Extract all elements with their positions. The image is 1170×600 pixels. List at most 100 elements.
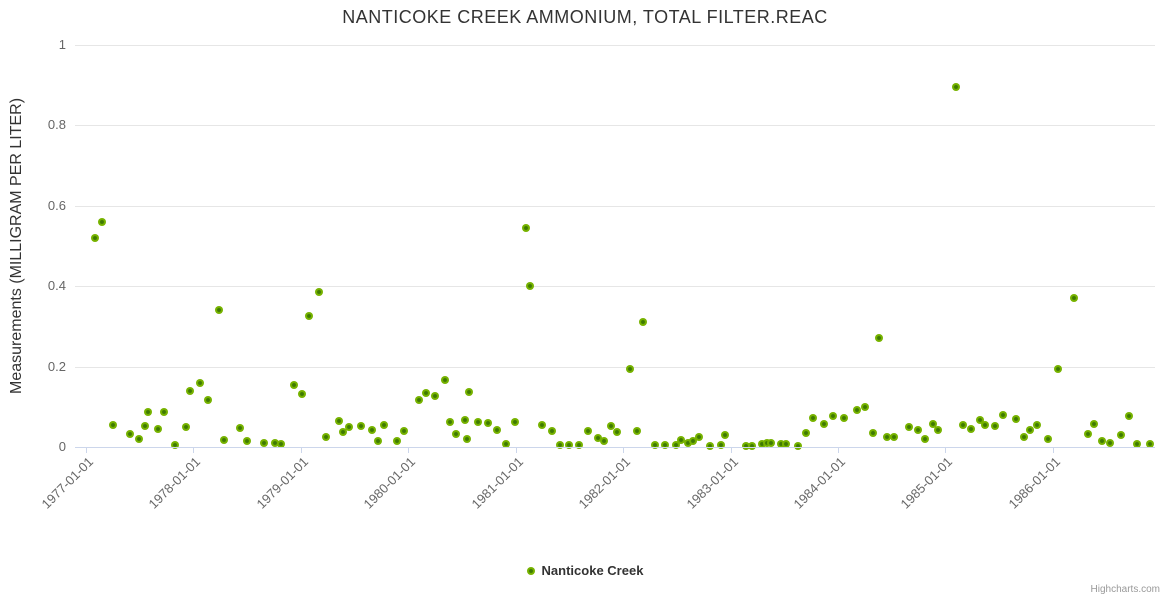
data-point[interactable]	[914, 426, 922, 434]
credits-link[interactable]: Highcharts.com	[1090, 584, 1160, 595]
data-point[interactable]	[929, 420, 937, 428]
data-point[interactable]	[1033, 421, 1041, 429]
data-point[interactable]	[802, 429, 810, 437]
data-point[interactable]	[171, 441, 179, 449]
data-point[interactable]	[357, 422, 365, 430]
data-point[interactable]	[380, 421, 388, 429]
data-point[interactable]	[584, 427, 592, 435]
data-point[interactable]	[1106, 439, 1114, 447]
data-point[interactable]	[651, 441, 659, 449]
data-point[interactable]	[91, 234, 99, 242]
data-point[interactable]	[446, 418, 454, 426]
data-point[interactable]	[374, 437, 382, 445]
data-point[interactable]	[431, 392, 439, 400]
data-point[interactable]	[758, 440, 766, 448]
data-point[interactable]	[243, 437, 251, 445]
data-point[interactable]	[829, 412, 837, 420]
data-point[interactable]	[204, 396, 212, 404]
data-point[interactable]	[290, 381, 298, 389]
data-point[interactable]	[684, 439, 692, 447]
data-point[interactable]	[934, 426, 942, 434]
data-point[interactable]	[967, 425, 975, 433]
data-point[interactable]	[575, 441, 583, 449]
data-point[interactable]	[594, 434, 602, 442]
data-point[interactable]	[322, 433, 330, 441]
data-point[interactable]	[809, 414, 817, 422]
data-point[interactable]	[556, 441, 564, 449]
data-point[interactable]	[999, 411, 1007, 419]
data-point[interactable]	[260, 439, 268, 447]
data-point[interactable]	[1125, 412, 1133, 420]
data-point[interactable]	[109, 421, 117, 429]
data-point[interactable]	[1146, 440, 1154, 448]
data-point[interactable]	[672, 441, 680, 449]
data-point[interactable]	[613, 428, 621, 436]
data-point[interactable]	[1084, 430, 1092, 438]
data-point[interactable]	[393, 437, 401, 445]
data-point[interactable]	[861, 403, 869, 411]
data-point[interactable]	[182, 423, 190, 431]
data-point[interactable]	[661, 441, 669, 449]
data-point[interactable]	[706, 442, 714, 450]
data-point[interactable]	[160, 408, 168, 416]
data-point[interactable]	[721, 431, 729, 439]
data-point[interactable]	[368, 426, 376, 434]
data-point[interactable]	[400, 427, 408, 435]
data-point[interactable]	[840, 414, 848, 422]
data-point[interactable]	[1117, 431, 1125, 439]
data-point[interactable]	[526, 282, 534, 290]
data-point[interactable]	[565, 441, 573, 449]
data-point[interactable]	[1133, 440, 1141, 448]
data-point[interactable]	[1026, 426, 1034, 434]
data-point[interactable]	[921, 435, 929, 443]
data-point[interactable]	[717, 441, 725, 449]
data-point[interactable]	[335, 417, 343, 425]
legend-item-nanticoke-creek[interactable]: Nanticoke Creek	[0, 563, 1170, 578]
data-point[interactable]	[141, 422, 149, 430]
data-point[interactable]	[465, 388, 473, 396]
data-point[interactable]	[345, 423, 353, 431]
data-point[interactable]	[298, 390, 306, 398]
data-point[interactable]	[196, 379, 204, 387]
data-point[interactable]	[626, 365, 634, 373]
data-point[interactable]	[890, 433, 898, 441]
data-point[interactable]	[1070, 294, 1078, 302]
data-point[interactable]	[220, 436, 228, 444]
data-point[interactable]	[422, 389, 430, 397]
data-point[interactable]	[869, 429, 877, 437]
data-point[interactable]	[135, 435, 143, 443]
data-point[interactable]	[794, 442, 802, 450]
data-point[interactable]	[875, 334, 883, 342]
data-point[interactable]	[461, 416, 469, 424]
data-point[interactable]	[981, 421, 989, 429]
data-point[interactable]	[548, 427, 556, 435]
data-point[interactable]	[522, 224, 530, 232]
data-point[interactable]	[959, 421, 967, 429]
data-point[interactable]	[853, 406, 861, 414]
data-point[interactable]	[689, 437, 697, 445]
data-point[interactable]	[236, 424, 244, 432]
data-point[interactable]	[782, 440, 790, 448]
data-point[interactable]	[154, 425, 162, 433]
data-point[interactable]	[474, 418, 482, 426]
data-point[interactable]	[820, 420, 828, 428]
data-point[interactable]	[639, 318, 647, 326]
data-point[interactable]	[600, 437, 608, 445]
data-point[interactable]	[271, 439, 279, 447]
data-point[interactable]	[742, 442, 750, 450]
data-point[interactable]	[952, 83, 960, 91]
data-point[interactable]	[144, 408, 152, 416]
data-point[interactable]	[463, 435, 471, 443]
data-point[interactable]	[1044, 435, 1052, 443]
data-point[interactable]	[633, 427, 641, 435]
data-point[interactable]	[1020, 433, 1028, 441]
data-point[interactable]	[1012, 415, 1020, 423]
data-point[interactable]	[1098, 437, 1106, 445]
data-point[interactable]	[305, 312, 313, 320]
data-point[interactable]	[767, 439, 775, 447]
data-point[interactable]	[98, 218, 106, 226]
data-point[interactable]	[695, 433, 703, 441]
data-point[interactable]	[538, 421, 546, 429]
data-point[interactable]	[126, 430, 134, 438]
data-point[interactable]	[484, 419, 492, 427]
